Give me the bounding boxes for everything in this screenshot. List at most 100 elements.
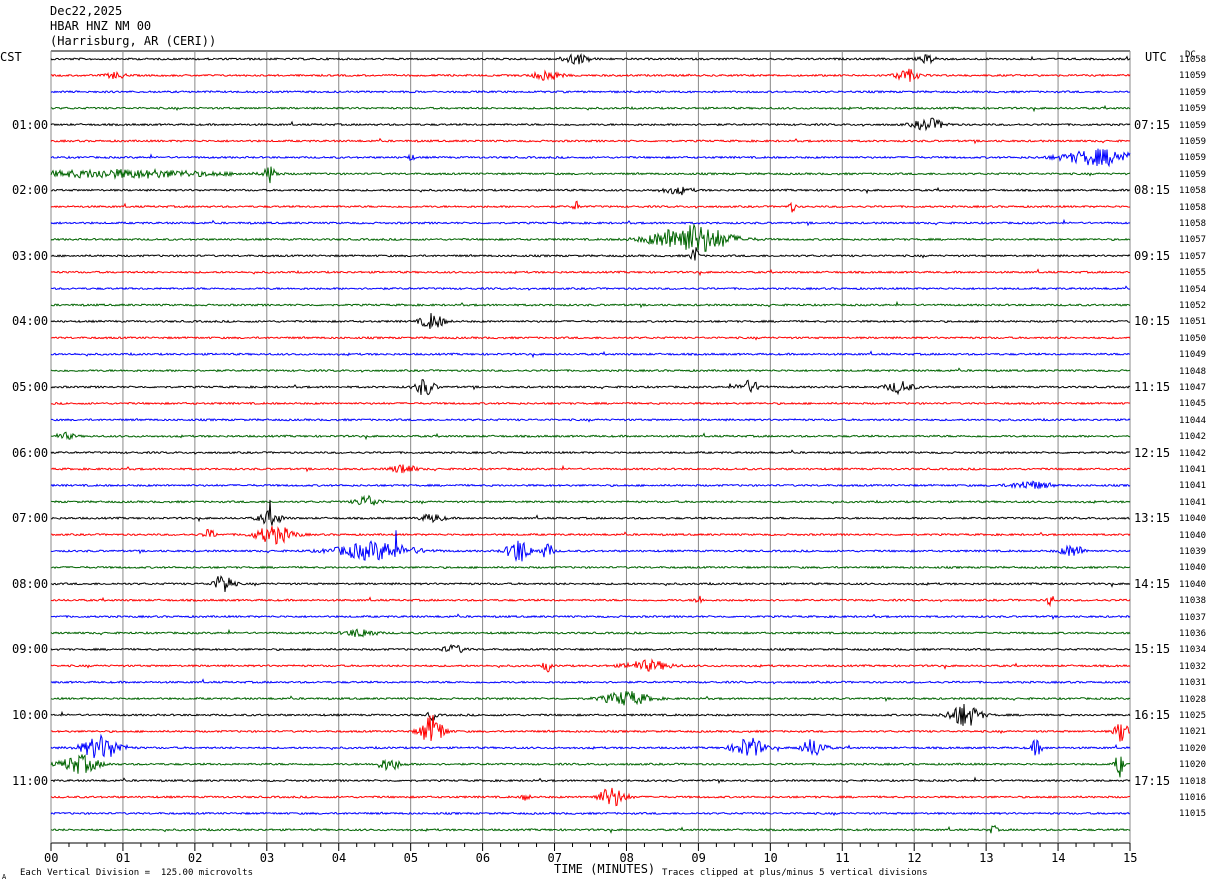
dc-value: 11038 <box>1179 596 1207 607</box>
scale-note: Each Vertical Division = 125.00 microvol… <box>20 868 253 878</box>
seismic-trace <box>50 268 1131 277</box>
dc-value: 11057 <box>1179 251 1207 262</box>
station-code: HBAR HNZ NM 00 <box>50 19 152 33</box>
seismic-trace <box>50 417 1131 423</box>
dc-value: 11018 <box>1179 776 1207 787</box>
station-location: (Harrisburg, AR (CERI)) <box>50 34 217 48</box>
seismic-trace <box>50 613 1131 620</box>
dc-value: 11040 <box>1179 514 1207 525</box>
seismic-trace <box>50 628 1131 638</box>
x-tick-label: 00 <box>44 851 59 865</box>
dc-value: 11058 <box>1179 202 1207 213</box>
left-hour-label: 06:00 <box>12 445 49 460</box>
dc-value: 11025 <box>1179 711 1207 721</box>
dc-value: 11041 <box>1179 465 1207 475</box>
dc-value: 11015 <box>1179 809 1207 820</box>
seismic-trace <box>51 494 1131 506</box>
x-tick-label: 07 <box>547 851 562 865</box>
dc-value: 11020 <box>1179 743 1207 754</box>
x-tick-label: 09 <box>691 851 706 865</box>
dc-value: 11048 <box>1179 366 1207 377</box>
x-tick-label: 02 <box>187 851 203 865</box>
x-tick-label: 12 <box>907 851 922 865</box>
right-hour-label: 12:15 <box>1134 445 1171 460</box>
right-hour-label: 13:15 <box>1134 511 1171 526</box>
seismic-trace <box>50 104 1131 113</box>
seismic-trace <box>50 367 1131 373</box>
dc-value: 11021 <box>1179 727 1207 738</box>
dc-value: 11047 <box>1179 383 1207 393</box>
left-hour-label: 01:00 <box>12 117 49 132</box>
dc-value: 11049 <box>1179 350 1207 361</box>
left-hour-label: 05:00 <box>12 380 49 394</box>
x-tick-label: 06 <box>475 851 491 865</box>
x-tick-label: 13 <box>979 851 994 865</box>
seismic-trace <box>50 313 1131 329</box>
x-tick-label: 11 <box>835 851 850 865</box>
dc-value: 11044 <box>1179 415 1207 426</box>
dc-value: 11020 <box>1179 760 1207 771</box>
dc-value: 11059 <box>1179 71 1207 82</box>
right-hour-label: 10:15 <box>1134 314 1171 329</box>
dc-value: 11031 <box>1179 678 1207 689</box>
dc-value: 11040 <box>1179 563 1207 574</box>
right-hour-label: 09:15 <box>1134 248 1171 263</box>
dc-value: 11041 <box>1179 497 1207 508</box>
x-axis-title: TIME (MINUTES) <box>554 862 656 876</box>
dc-value: 11054 <box>1179 284 1207 295</box>
seismic-trace <box>50 335 1131 341</box>
clip-note: Traces clipped at plus/minus 5 vertical … <box>662 868 928 878</box>
seismic-trace <box>50 218 1131 227</box>
seismic-trace <box>50 595 1131 608</box>
seismic-trace <box>50 480 1131 490</box>
right-hour-label: 16:15 <box>1134 708 1171 722</box>
corner-mark: A <box>2 873 7 881</box>
dc-column-label: DC <box>1185 50 1196 60</box>
dc-value: 11058 <box>1179 55 1207 65</box>
seismic-trace <box>50 285 1131 291</box>
seismic-trace <box>51 526 1131 545</box>
dc-value: 11040 <box>1179 530 1207 541</box>
dc-value: 11059 <box>1179 120 1207 131</box>
seismic-trace <box>50 530 1131 562</box>
left-hour-label: 03:00 <box>12 248 49 263</box>
dc-value: 11045 <box>1179 399 1207 410</box>
dc-value: 11041 <box>1179 481 1207 492</box>
left-hour-label: 09:00 <box>12 642 49 657</box>
seismic-trace <box>50 449 1131 455</box>
x-tick-label: 14 <box>1051 851 1066 865</box>
seismic-trace <box>50 200 1131 213</box>
seismic-trace <box>50 565 1131 570</box>
dc-value: 11057 <box>1179 235 1207 246</box>
dc-value: 11058 <box>1179 219 1207 229</box>
dc-value: 11059 <box>1179 87 1207 98</box>
left-hour-label: 10:00 <box>12 708 49 722</box>
dc-value: 11042 <box>1179 448 1207 459</box>
seismic-trace <box>50 431 1131 441</box>
seismic-trace <box>50 703 1131 726</box>
right-hour-label: 08:15 <box>1134 183 1171 198</box>
seismic-trace <box>50 137 1131 145</box>
seismic-trace <box>50 378 1131 396</box>
dc-value: 11028 <box>1179 694 1207 705</box>
seismic-trace <box>50 776 1131 784</box>
dc-value: 11059 <box>1179 137 1207 147</box>
dc-value: 11016 <box>1179 793 1207 803</box>
dc-value: 11050 <box>1179 333 1207 344</box>
seismic-trace <box>50 811 1130 817</box>
right-hour-label: 14:15 <box>1134 576 1171 591</box>
seismic-trace <box>50 733 1131 759</box>
left-hour-label: 02:00 <box>12 183 49 198</box>
right-hour-label: 15:15 <box>1134 642 1171 657</box>
dc-value: 11052 <box>1179 301 1207 311</box>
left-hour-label: 08:00 <box>12 576 49 591</box>
dc-value: 11051 <box>1179 317 1207 328</box>
right-hour-label: 07:15 <box>1134 117 1171 132</box>
dc-value: 11059 <box>1179 169 1207 180</box>
x-tick-label: 10 <box>763 851 778 865</box>
seismic-trace <box>50 754 1131 778</box>
seismic-trace <box>50 575 1131 593</box>
left-timezone-label: CST <box>0 50 22 64</box>
seismic-trace <box>50 401 1131 406</box>
